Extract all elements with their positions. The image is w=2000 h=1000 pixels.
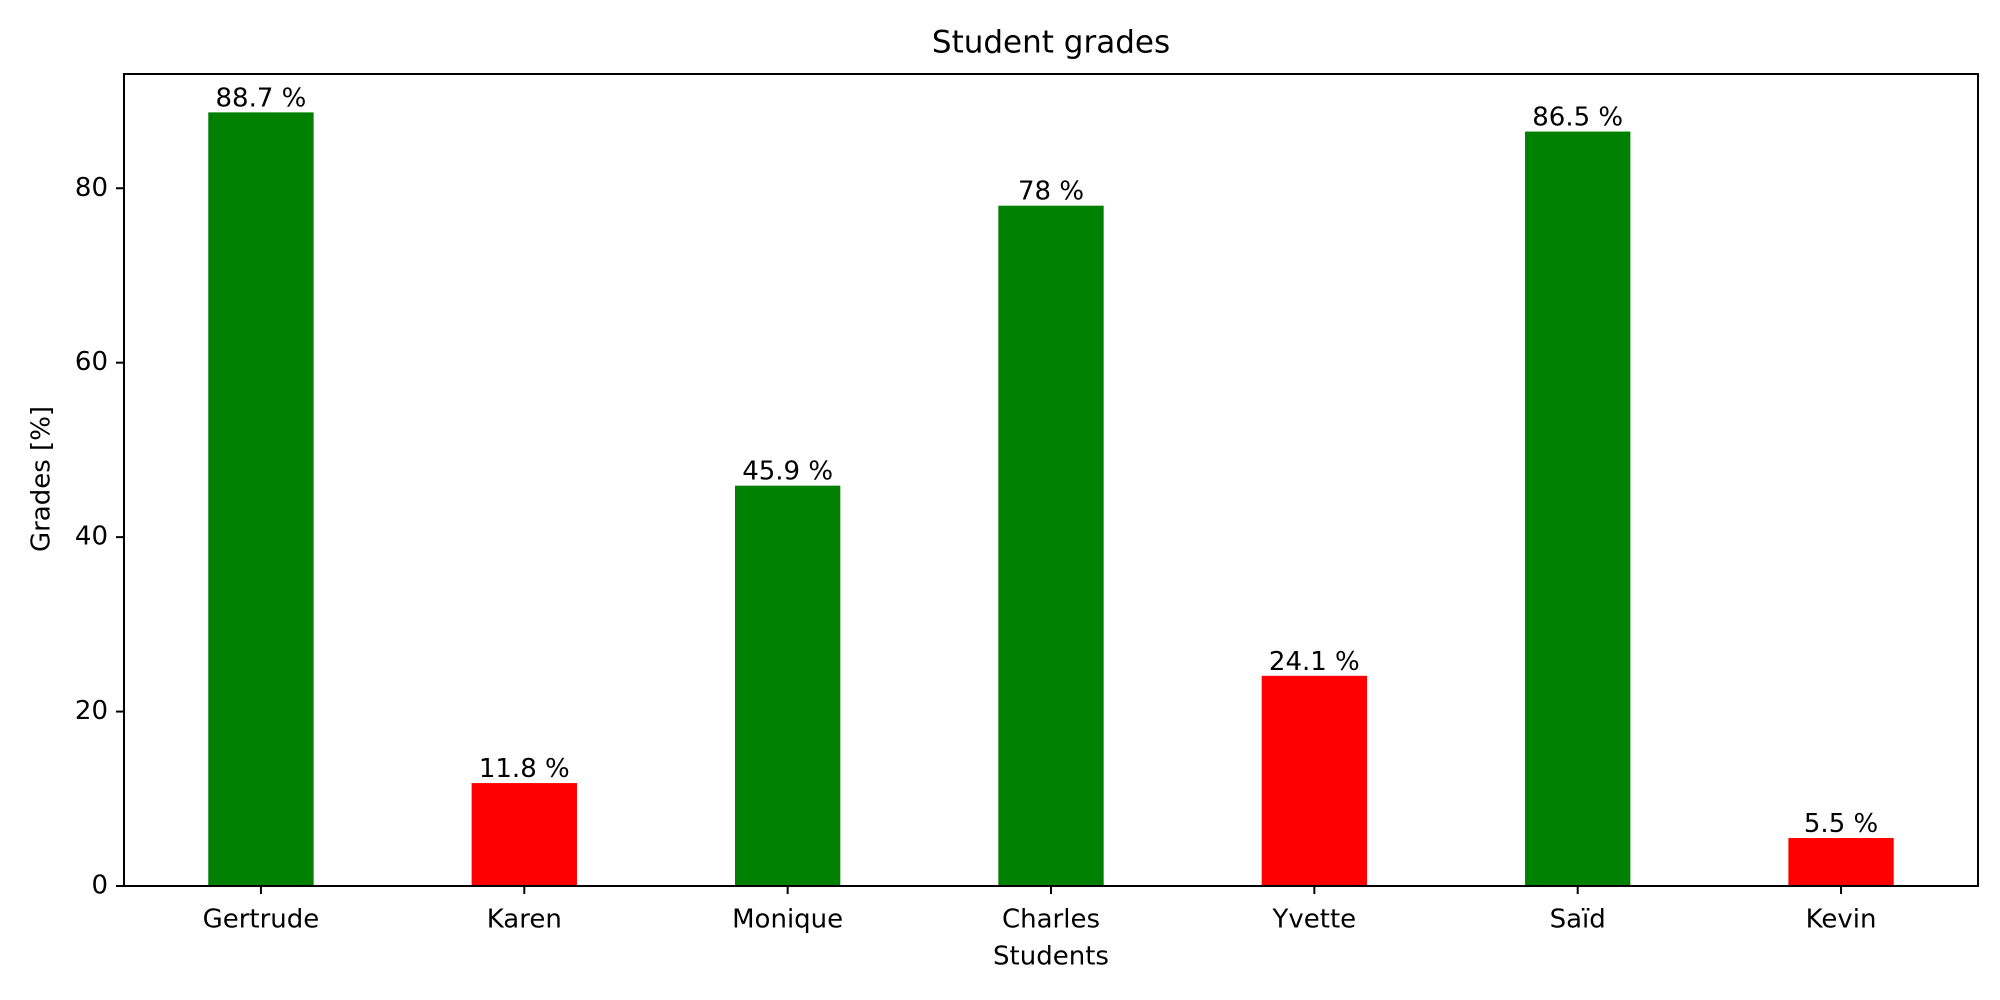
bar-charles (998, 205, 1104, 887)
data-label: 11.8 % (479, 754, 570, 784)
bar-monique (734, 485, 841, 886)
bar-yvette (1261, 675, 1368, 886)
bar-gertrude (208, 112, 314, 887)
x-ticks-group: Gertrude Karen Monique Charles Yvette Saïd Kev… (203, 886, 1877, 935)
x-tick-label: Monique (732, 905, 843, 935)
bars-group (208, 112, 1894, 887)
data-label: 45.9 % (742, 457, 833, 487)
x-tick-label: Yvette (1272, 905, 1357, 935)
x-tick-label: Karen (487, 905, 562, 935)
y-tick-label: 80 (75, 173, 108, 203)
y-tick-label: 60 (75, 347, 108, 377)
x-axis-label: Students (993, 942, 1109, 972)
plot-frame (123, 73, 1979, 887)
x-tick-label: Charles (1002, 905, 1100, 935)
y-axis-label: Grades [%] (27, 406, 57, 552)
data-label: 86.5 % (1532, 103, 1623, 133)
data-label: 24.1 % (1269, 647, 1360, 677)
data-labels-group: 88.7 % 11.8 % 45.9 % 78 % 24.1 % 86.5 % 5.5 % (216, 83, 1879, 839)
x-tick-label: Saïd (1550, 905, 1606, 935)
x-tick-label: Kevin (1806, 905, 1877, 935)
bar-kevin (1788, 838, 1894, 886)
bar-saïd (1525, 131, 1631, 886)
data-label: 5.5 % (1804, 809, 1878, 839)
y-tick-label: 40 (75, 522, 108, 552)
y-tick-label: 0 (91, 871, 108, 901)
data-label: 78 % (1018, 177, 1084, 207)
data-label: 88.7 % (216, 83, 307, 113)
chart-title: Student grades (932, 25, 1170, 61)
x-tick-label: Gertrude (203, 905, 320, 935)
y-tick-label: 20 (75, 696, 108, 726)
y-ticks-group: 0 20 40 60 80 (75, 173, 124, 901)
bar-karen (471, 783, 577, 886)
